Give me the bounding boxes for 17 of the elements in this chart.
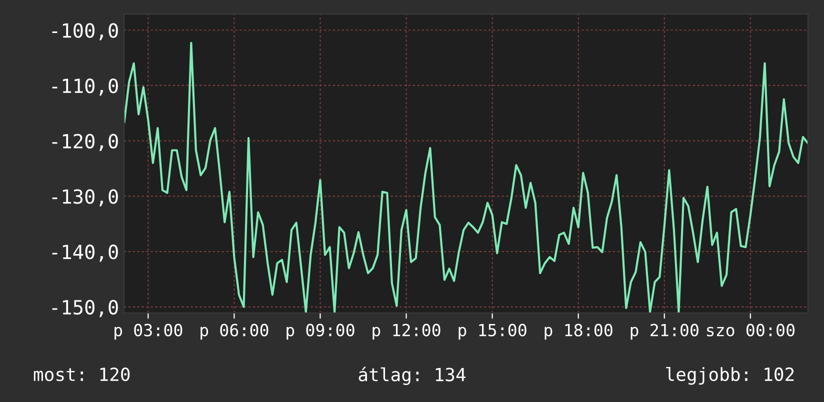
y-tick-label: -140,0 (52, 244, 118, 262)
text: átlag: 134 (358, 366, 466, 386)
y-tick-label: -150,0 (52, 300, 118, 318)
y-tick-label: -120,0 (52, 134, 118, 151)
text: legjobb: 102 (666, 367, 794, 385)
y-tick-label: -130,0 (52, 189, 118, 206)
y-tick-label: -110,0 (52, 78, 118, 96)
x-tick-label: p 06:00 (200, 324, 268, 340)
x-tick-label: p 18:00 (544, 324, 612, 340)
x-tick-label: szo 00:00 (707, 324, 794, 336)
y-tick-label: -100,0 (52, 23, 118, 40)
text: most: 120 (34, 368, 130, 382)
x-tick-label: p 15:00 (458, 324, 526, 340)
x-tick-label: p 03:00 (114, 324, 182, 340)
x-tick-label: p 12:00 (372, 324, 440, 340)
x-tick-label: p 09:00 (286, 324, 354, 340)
x-tick-label: p 21:00 (630, 324, 698, 340)
